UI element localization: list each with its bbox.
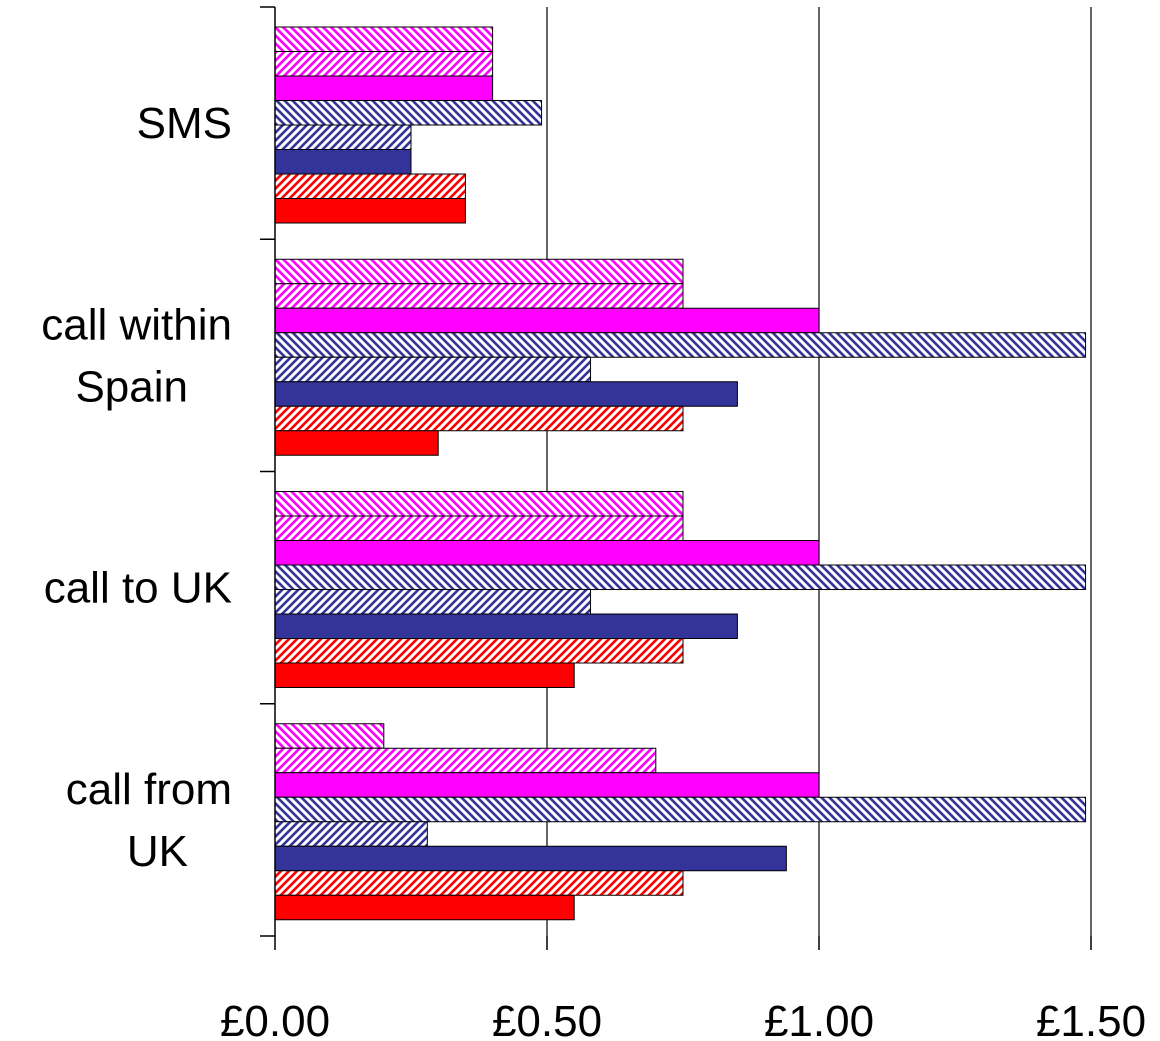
bar-2-3 <box>274 564 1087 590</box>
bar-2-6 <box>274 638 684 664</box>
category-label: SMS <box>137 99 232 148</box>
x-tick-label: £0.50 <box>492 997 602 1041</box>
axes <box>260 6 1092 950</box>
bars <box>274 26 1087 921</box>
bar-0-5 <box>274 149 412 175</box>
bar-0-2 <box>274 75 494 101</box>
bar-0-3 <box>274 100 543 126</box>
bar-2-2 <box>274 540 820 566</box>
bar-0-0 <box>274 26 494 52</box>
bar-1-7 <box>274 430 439 456</box>
bar-2-5 <box>274 613 738 639</box>
bar-2-1 <box>274 515 684 541</box>
bar-2-4 <box>274 589 592 615</box>
bar-1-0 <box>274 258 684 285</box>
bar-3-5 <box>274 845 787 872</box>
bar-2-0 <box>274 491 684 517</box>
category-label: call from UK <box>66 765 232 876</box>
bar-3-1 <box>274 747 657 774</box>
bar-1-3 <box>274 332 1087 358</box>
category-label: call to UK <box>44 564 232 613</box>
bar-3-0 <box>274 723 385 749</box>
bar-3-3 <box>274 796 1087 823</box>
bar-2-7 <box>274 662 575 688</box>
bar-1-1 <box>274 283 684 309</box>
bar-1-4 <box>274 356 592 383</box>
bar-1-5 <box>274 381 738 407</box>
bar-0-7 <box>274 198 466 224</box>
x-tick-label: £1.50 <box>1036 997 1146 1041</box>
x-tick-label: £1.00 <box>764 997 874 1041</box>
labels: £0.00 £0.50 £1.00 £1.50 SMS call within Spain c… <box>41 99 1146 1041</box>
bar-1-6 <box>274 405 684 432</box>
bar-3-6 <box>274 870 684 896</box>
bar-3-7 <box>274 894 575 921</box>
x-tick-label: £0.00 <box>220 997 330 1041</box>
category-label: call within Spain <box>41 300 232 411</box>
bar-0-4 <box>274 124 412 150</box>
bar-0-1 <box>274 51 494 77</box>
bar-3-4 <box>274 821 428 847</box>
bar-0-6 <box>274 173 466 199</box>
bar-3-2 <box>274 772 820 798</box>
bar-1-2 <box>274 307 820 334</box>
